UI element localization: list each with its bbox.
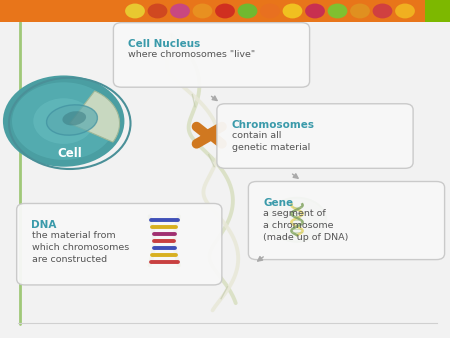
- Text: the material from
which chromosomes
are constructed: the material from which chromosomes are …: [32, 231, 129, 264]
- Ellipse shape: [46, 105, 98, 135]
- Text: Cell Nucleus: Cell Nucleus: [128, 39, 201, 49]
- Text: a segment of
a chromosome
(made up of DNA): a segment of a chromosome (made up of DN…: [263, 209, 349, 242]
- Circle shape: [33, 98, 94, 144]
- Circle shape: [193, 4, 212, 18]
- FancyBboxPatch shape: [217, 104, 413, 168]
- Text: Gene: Gene: [263, 198, 293, 208]
- Text: Cell: Cell: [58, 147, 82, 160]
- Text: where chromosomes "live": where chromosomes "live": [128, 50, 256, 59]
- Text: DNA: DNA: [32, 220, 57, 230]
- Circle shape: [328, 4, 347, 18]
- Circle shape: [350, 4, 370, 18]
- Circle shape: [170, 4, 190, 18]
- Ellipse shape: [63, 111, 86, 125]
- Circle shape: [3, 75, 124, 167]
- Circle shape: [238, 4, 257, 18]
- FancyBboxPatch shape: [113, 23, 310, 87]
- Wedge shape: [70, 91, 120, 142]
- Text: contain all
genetic material: contain all genetic material: [232, 131, 310, 152]
- FancyBboxPatch shape: [425, 0, 450, 22]
- Circle shape: [373, 4, 392, 18]
- Circle shape: [260, 4, 280, 18]
- FancyBboxPatch shape: [0, 0, 450, 22]
- Circle shape: [305, 4, 325, 18]
- Circle shape: [268, 198, 326, 242]
- Circle shape: [148, 4, 167, 18]
- Circle shape: [215, 4, 235, 18]
- Circle shape: [283, 4, 302, 18]
- Circle shape: [125, 4, 145, 18]
- FancyBboxPatch shape: [248, 182, 445, 260]
- Circle shape: [395, 4, 415, 18]
- FancyBboxPatch shape: [17, 203, 222, 285]
- Circle shape: [12, 82, 115, 160]
- Text: Chromosomes: Chromosomes: [232, 120, 315, 130]
